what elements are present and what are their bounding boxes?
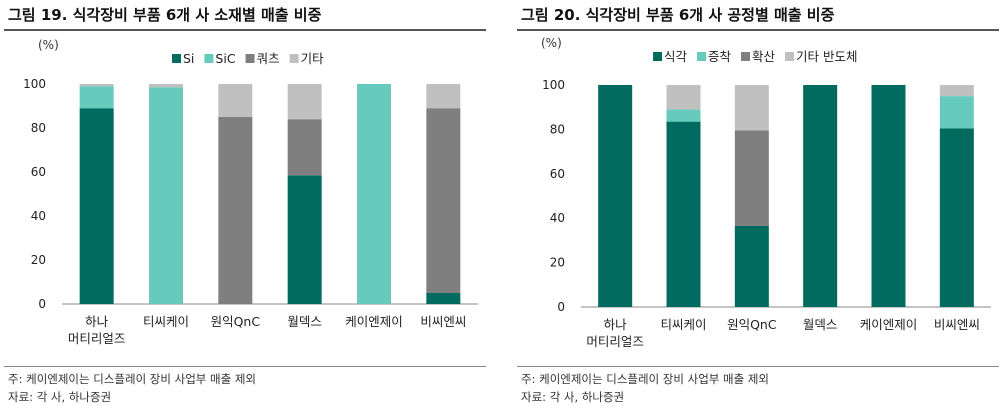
title-rule <box>517 29 999 31</box>
x-category-label: 머티리얼즈 <box>68 331 126 346</box>
bar-segment-식각 <box>939 128 974 307</box>
bar-segment-기타 <box>287 84 322 120</box>
footnote: 주: 케이엔제이는 디스플레이 장비 사업부 매출 제외 <box>521 372 769 386</box>
bar-segment-SiC <box>149 87 183 304</box>
figure-title: 그림 20. 식각장비 부품 6개 사 공정별 매출 비중 <box>521 6 835 24</box>
y-tick-label: 40 <box>550 211 565 225</box>
footnote: 주: 케이엔제이는 디스플레이 장비 사업부 매출 제외 <box>8 372 256 386</box>
legend-label: 확산 <box>752 49 776 64</box>
bar-segment-Si <box>426 293 461 304</box>
y-tick-label: 80 <box>550 122 565 136</box>
bar-segment-식각 <box>734 225 769 307</box>
bar-segment-쿼츠 <box>287 119 322 176</box>
bar-segment-SiC <box>79 86 114 109</box>
legend-swatch <box>785 52 795 61</box>
legend-label: 기타 <box>301 51 325 66</box>
y-unit-label: (%) <box>38 38 59 52</box>
bar-segment-기타 <box>426 84 461 109</box>
figure-title: 그림 19. 식각장비 부품 6개 사 소재별 매출 비중 <box>8 6 322 24</box>
legend-swatch <box>741 52 751 61</box>
y-tick-label: 60 <box>31 165 46 179</box>
y-tick-label: 100 <box>23 77 46 91</box>
y-tick-label: 0 <box>557 300 565 314</box>
x-category-label: 원익QnC <box>727 317 777 332</box>
y-tick-label: 60 <box>550 167 565 181</box>
bar-segment-식각 <box>803 85 838 307</box>
bar-segment-증착 <box>939 96 974 129</box>
bar-segment-쿼츠 <box>426 108 461 293</box>
y-tick-label: 40 <box>31 209 46 223</box>
bar-segment-확산 <box>734 130 769 226</box>
bar-segment-기타 반도체 <box>666 85 701 110</box>
legend-swatch <box>172 54 181 63</box>
bar-segment-기타 반도체 <box>734 85 769 131</box>
x-category-label: 케이엔제이 <box>860 317 918 332</box>
legend-swatch <box>289 54 299 63</box>
bar-segment-식각 <box>871 85 906 307</box>
title-rule <box>4 29 486 31</box>
bar-segment-식각 <box>666 121 701 307</box>
source-note: 자료: 각 사, 하나증권 <box>521 390 625 404</box>
bar-segment-기타 <box>79 84 114 87</box>
x-category-label: 티씨케이 <box>143 314 189 329</box>
panel-right-chart: 그림 20. 식각장비 부품 6개 사 공정별 매출 비중 (%) 0 20 40 60… <box>513 0 1003 406</box>
legend-label: Si <box>183 51 194 66</box>
x-category-label: 케이엔제이 <box>345 314 403 329</box>
x-category-label: 월덱스 <box>287 314 322 329</box>
x-category-label: 비씨엔씨 <box>934 317 980 332</box>
x-category-label: 머티리얼즈 <box>586 334 644 349</box>
bar-segment-기타 반도체 <box>939 85 974 97</box>
bar-segment-증착 <box>666 109 701 122</box>
x-category-label: 티씨케이 <box>660 317 706 332</box>
x-category-label: 비씨엔씨 <box>420 314 466 329</box>
legend-label: 쿼츠 <box>257 51 280 66</box>
source-note: 자료: 각 사, 하나증권 <box>8 390 112 404</box>
bar-segment-기타 <box>149 84 183 88</box>
y-tick-label: 20 <box>550 256 565 270</box>
bar-segment-쿼츠 <box>218 117 253 304</box>
x-category-label: 월덱스 <box>803 317 838 332</box>
legend-swatch <box>204 54 214 63</box>
legend-label: 증착 <box>708 49 732 64</box>
panel-left-chart: 그림 19. 식각장비 부품 6개 사 소재별 매출 비중 (%) 0 20 40 60… <box>0 0 490 406</box>
footer-rule <box>517 366 999 367</box>
footer-rule <box>4 366 486 367</box>
y-tick-label: 100 <box>542 78 565 92</box>
bar-segment-SiC <box>357 84 391 304</box>
y-tick-label: 0 <box>38 297 46 311</box>
bar-segment-Si <box>287 175 322 304</box>
legend-swatch <box>245 54 255 63</box>
legend-label: 기타 반도체 <box>796 49 857 64</box>
y-tick-label: 80 <box>31 121 46 135</box>
legend-label: SiC <box>215 51 235 66</box>
legend-label: 식각 <box>664 49 688 64</box>
x-category-label: 하나 <box>604 317 628 332</box>
legend-swatch <box>653 52 662 61</box>
legend-swatch <box>697 52 707 61</box>
y-unit-label: (%) <box>541 36 562 50</box>
bar-segment-식각 <box>598 85 633 307</box>
x-category-label: 하나 <box>85 314 109 329</box>
x-category-label: 원익QnC <box>211 314 261 329</box>
bar-segment-Si <box>79 108 114 304</box>
y-tick-label: 20 <box>31 253 46 267</box>
bar-segment-기타 <box>218 84 253 117</box>
